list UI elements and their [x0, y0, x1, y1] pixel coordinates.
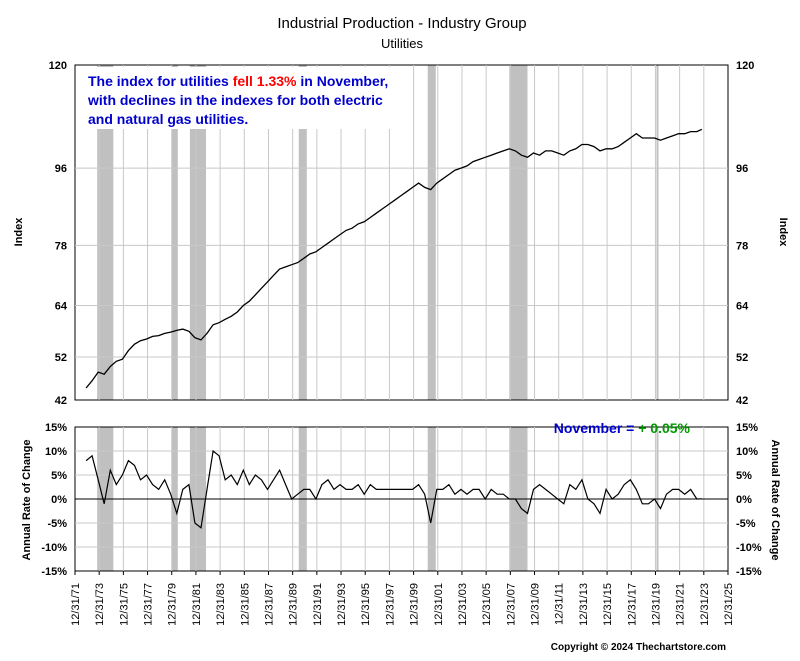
index-ytick-label: 52: [55, 352, 67, 364]
index-ytick-label: 78: [736, 240, 748, 252]
index-recession-bands: [97, 65, 659, 400]
x-tick-label: 12/31/21: [675, 583, 687, 626]
recession-band: [298, 65, 307, 400]
x-tick-label: 12/31/93: [336, 583, 348, 626]
change-ytick-label: -10%: [41, 542, 67, 554]
x-tick-label: 12/31/95: [360, 583, 372, 626]
change-ytick-label: -5%: [47, 518, 67, 530]
x-tick-label: 12/31/13: [578, 583, 590, 626]
x-tick-label: 12/31/17: [626, 583, 638, 626]
recession-band: [97, 65, 114, 400]
annotation-line-2: with declines in the indexes for both el…: [87, 92, 383, 108]
change-ylabel-right: Annual Rate of Change: [769, 439, 781, 560]
change-ytick-label: 5%: [51, 470, 67, 482]
annotation-line-3: and natural gas utilities.: [88, 111, 248, 127]
index-ytick-label: 120: [736, 60, 754, 72]
change-ytick-label: 0%: [736, 494, 752, 506]
index-series-line: [85, 128, 703, 389]
x-tick-label: 12/31/97: [384, 583, 396, 626]
index-ytick-labels-left: 42 52 64 78 96 120: [49, 60, 68, 407]
recession-band: [656, 65, 659, 400]
annotation-line-1-start: The index for utilities: [88, 73, 233, 89]
x-tick-label: 12/31/01: [433, 583, 445, 626]
x-tick-label: 12/31/99: [409, 583, 421, 626]
x-tick-label: 12/31/85: [239, 583, 251, 626]
change-ytick-label: -5%: [736, 518, 756, 530]
x-tick-label: 12/31/23: [699, 583, 711, 626]
chart-title: Industrial Production - Industry Group: [277, 15, 526, 32]
index-ytick-label: 78: [55, 240, 67, 252]
x-tick-label: 12/31/73: [94, 583, 106, 626]
index-ytick-label: 96: [55, 163, 67, 175]
recession-band: [509, 65, 528, 400]
x-tick-label: 12/31/25: [723, 583, 735, 626]
chart-subtitle: Utilities: [381, 36, 423, 51]
index-ytick-label: 64: [55, 301, 68, 313]
x-tick-label: 12/31/89: [288, 583, 300, 626]
latest-change-label: November = + 0.05%: [554, 420, 691, 436]
change-ytick-label: -15%: [736, 566, 762, 578]
index-ytick-label: 120: [49, 60, 67, 72]
annotation-highlight: fell 1.33%: [233, 73, 297, 89]
index-ytick-label: 42: [55, 395, 67, 407]
index-ytick-label: 52: [736, 352, 748, 364]
recession-band: [189, 65, 207, 400]
change-series-line: [85, 449, 702, 529]
x-tick-label: 12/31/81: [191, 583, 203, 626]
recession-band: [427, 65, 436, 400]
x-tick-label: 12/31/87: [263, 583, 275, 626]
change-ylabel-left: Annual Rate of Change: [21, 439, 33, 560]
change-ytick-label: 5%: [736, 470, 752, 482]
index-ylabel-right: Index: [777, 218, 789, 248]
x-tick-label: 12/31/15: [602, 583, 614, 626]
change-ytick-label: 15%: [45, 422, 67, 434]
x-tick-label: 12/31/09: [530, 583, 542, 626]
x-tick-label: 12/31/91: [312, 583, 324, 626]
x-tick-label: 12/31/75: [118, 583, 130, 626]
change-ytick-label: 10%: [45, 446, 67, 458]
index-ytick-label: 96: [736, 163, 748, 175]
copyright-notice: Copyright © 2024 Thechartstore.com: [551, 642, 726, 653]
index-ytick-labels-right: 42 52 64 78 96 120: [736, 60, 754, 407]
change-ytick-label: 10%: [736, 446, 758, 458]
annotation-box: [81, 67, 390, 129]
x-tick-label: 12/31/79: [167, 583, 179, 626]
change-ytick-label: -15%: [41, 566, 67, 578]
x-axis-tick-labels: 12/31/71 12/31/73 12/31/75 12/31/77 12/31/79…: [70, 571, 735, 626]
change-ytick-label: -10%: [736, 542, 762, 554]
x-tick-label: 12/31/05: [481, 583, 493, 626]
x-tick-label: 12/31/11: [554, 583, 566, 625]
change-ytick-label: 15%: [736, 422, 758, 434]
index-ylabel-left: Index: [13, 217, 25, 247]
x-tick-label: 12/31/07: [505, 583, 517, 626]
change-ytick-labels-right: 15% 10% 5% 0% -5% -10% -15%: [736, 422, 762, 578]
change-ytick-label: 0%: [51, 494, 67, 506]
annotation-line-1: The index for utilities fell 1.33% in No…: [88, 73, 388, 89]
x-tick-label: 12/31/19: [650, 583, 662, 626]
recession-band: [171, 65, 178, 400]
change-ytick-labels-left: 15% 10% 5% 0% -5% -10% -15%: [41, 422, 67, 578]
x-tick-label: 12/31/71: [70, 583, 82, 626]
latest-change-prefix: November =: [554, 420, 638, 436]
index-ytick-label: 42: [736, 395, 748, 407]
x-tick-label: 12/31/83: [215, 583, 227, 626]
latest-change-value: + 0.05%: [638, 420, 690, 436]
x-tick-label: 12/31/77: [143, 583, 155, 626]
x-tick-label: 12/31/03: [457, 583, 469, 626]
annotation-line-1-end: in November,: [297, 73, 389, 89]
index-ytick-label: 64: [736, 301, 749, 313]
